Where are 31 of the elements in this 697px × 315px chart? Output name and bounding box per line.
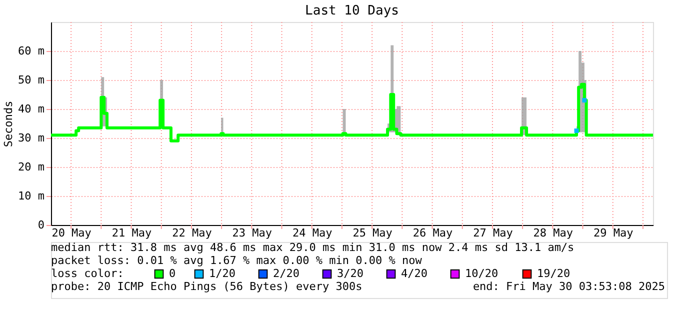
- y-tick-label: 10 m: [18, 190, 45, 202]
- x-tick-label: 24 May: [292, 226, 333, 240]
- x-tick-label: 29 May: [593, 226, 634, 240]
- legend-label: 19/20: [537, 267, 570, 280]
- x-tick-label: 20 May: [52, 226, 92, 240]
- y-axis-title: Seconds: [2, 100, 16, 148]
- y-tick-label: 50 m: [18, 74, 45, 86]
- x-tick-label: 23 May: [232, 226, 272, 240]
- y-tick-label: 40 m: [18, 102, 45, 116]
- legend-label: 2/20: [273, 267, 300, 280]
- legend-label: 10/20: [465, 267, 498, 280]
- y-tick-label: 0: [38, 218, 44, 232]
- y-tick-label: 60 m: [18, 44, 45, 58]
- legend-label: 3/20: [337, 267, 364, 280]
- x-tick-label: 27 May: [473, 226, 514, 240]
- x-tick-label: 22 May: [172, 226, 212, 240]
- text: median rtt: 31.8 ms avg 48.6 ms max 29.0 ms min 31.0 ms now 2.4 ms sd 13.1 am/s: [51, 241, 574, 254]
- text: packet loss: 0.01 % avg 1.67 % max 0.00 % min 0.00 % now: [51, 254, 422, 267]
- x-tick-label: 25 May: [352, 226, 393, 240]
- x-tick-label: 28 May: [533, 226, 574, 240]
- text: end: Fri May 30 03:53:08 2025: [472, 280, 665, 293]
- legend-label: 4/20: [401, 267, 428, 280]
- y-tick-label: 20 m: [18, 160, 45, 174]
- legend-label: 1/20: [209, 267, 236, 280]
- legend-title: loss color:: [51, 267, 124, 280]
- legend-label: 0: [169, 267, 176, 280]
- x-tick-label: 21 May: [112, 226, 152, 240]
- y-tick-label: 30 m: [18, 132, 45, 144]
- x-tick-label: 26 May: [412, 226, 454, 240]
- text: probe: 20 ICMP Echo Pings (56 Bytes) every 300s: [51, 280, 362, 293]
- chart-title: Last 10 Days: [305, 4, 399, 18]
